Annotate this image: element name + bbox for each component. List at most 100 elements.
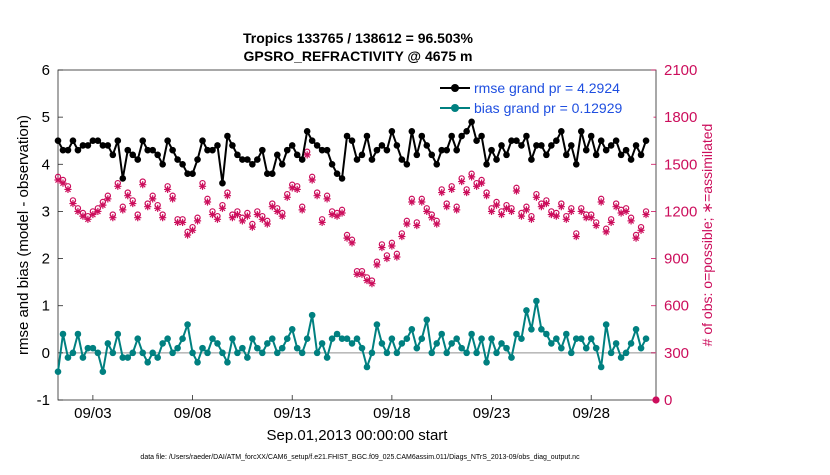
bias-point xyxy=(318,340,326,347)
obs-assimilated-point xyxy=(183,231,192,239)
obs-assimilated-point xyxy=(418,198,426,206)
obs-assimilated-point xyxy=(64,185,72,194)
bias-point xyxy=(348,340,356,347)
data-file-footer: data file: /Users/raeder/DAI/ATM_forcXX/… xyxy=(140,454,580,461)
bias-point xyxy=(298,349,306,357)
bias-point xyxy=(323,354,331,361)
obs-assimilated-point xyxy=(99,201,107,209)
bias-point xyxy=(433,340,441,347)
obs-assimilated-point xyxy=(238,217,246,225)
obs-assimilated-point xyxy=(243,212,251,220)
bias-point xyxy=(448,340,455,347)
obs-assimilated-point xyxy=(522,206,531,214)
bias-point xyxy=(79,354,87,361)
obs-assimilated-point xyxy=(388,242,396,250)
rmse-point xyxy=(632,142,640,149)
bias-point xyxy=(179,335,186,343)
rmse-point xyxy=(184,170,191,178)
obs-assimilated-point xyxy=(134,214,142,222)
bias-point xyxy=(498,340,505,347)
obs-assimilated-point xyxy=(348,239,356,247)
rmse-point xyxy=(79,142,87,149)
rmse-point xyxy=(607,142,615,149)
bias-point xyxy=(278,344,286,352)
bias-point xyxy=(234,349,241,357)
obs-assimilated-point xyxy=(323,195,331,203)
rmse-point xyxy=(264,170,271,178)
obs-assimilated-point xyxy=(139,181,147,189)
obs-assimilated-point xyxy=(154,204,162,212)
rmse-point xyxy=(328,160,336,168)
rmse-point xyxy=(498,142,505,149)
rmse-point xyxy=(119,175,127,182)
obs-assimilated-point xyxy=(542,199,550,208)
legend-bias-label: bias grand pr = 0.12929 xyxy=(474,100,622,116)
bias-point xyxy=(74,330,82,338)
bias-point xyxy=(398,340,406,347)
y-tick-label: -1 xyxy=(37,392,50,409)
rmse-point xyxy=(423,142,431,149)
bias-point xyxy=(189,349,196,357)
rmse-point xyxy=(543,151,550,159)
bias-point xyxy=(288,325,296,333)
rmse-point xyxy=(139,137,147,145)
rmse-point xyxy=(259,146,266,154)
obs-assimilated-point xyxy=(398,232,406,241)
bias-point xyxy=(169,349,176,357)
bias-point xyxy=(89,344,97,352)
obs-assimilated-point xyxy=(562,215,570,223)
obs-assimilated-point xyxy=(408,198,416,206)
rmse-point xyxy=(308,137,316,145)
obs-assimilated-point xyxy=(537,203,545,211)
rmse-point xyxy=(637,151,645,159)
bias-point xyxy=(273,349,281,357)
rmse-point xyxy=(582,146,590,154)
bias-point xyxy=(129,349,137,357)
obs-assimilated-point xyxy=(124,192,132,200)
bias-point xyxy=(478,335,485,343)
obs-assimilated-point xyxy=(572,232,580,241)
y-tick-label: 1 xyxy=(42,298,50,315)
rmse-point xyxy=(518,142,525,149)
rmse-point xyxy=(64,146,72,154)
bias-point xyxy=(149,349,156,357)
bias-point xyxy=(368,349,376,357)
obs-assimilated-point xyxy=(288,184,296,192)
obs-assimilated-point xyxy=(94,207,102,216)
obs-assimilated-point xyxy=(69,199,77,208)
rmse-point xyxy=(313,142,321,149)
obs-assimilated-point xyxy=(313,192,321,200)
rmse-point xyxy=(288,142,296,149)
bias-point xyxy=(418,335,426,343)
rmse-point xyxy=(109,151,117,159)
bias-point xyxy=(84,344,92,352)
rmse-point xyxy=(214,142,221,149)
bias-point xyxy=(303,335,311,343)
bias-point xyxy=(114,330,122,338)
obs-assimilated-point xyxy=(512,187,521,195)
legend-rmse-marker xyxy=(451,84,459,92)
rmse-point xyxy=(463,127,470,135)
bias-point xyxy=(214,340,221,347)
obs-assimilated-point xyxy=(144,203,152,211)
bias-point xyxy=(587,335,595,343)
bias-point xyxy=(438,330,446,338)
rmse-point xyxy=(418,132,426,140)
rmse-point xyxy=(244,156,251,163)
bias-point xyxy=(229,335,236,343)
obs-assimilated-point xyxy=(383,254,391,263)
obs-assimilated-point xyxy=(438,188,446,197)
obs-assimilated-point xyxy=(228,214,237,222)
obs-assimilated-point xyxy=(617,209,625,217)
y-axis-label: rmse and bias (model - observation) xyxy=(15,115,32,355)
y-tick-label: 6 xyxy=(42,62,50,79)
rmse-point xyxy=(189,170,196,178)
bias-point xyxy=(254,344,261,352)
rmse-point xyxy=(273,151,281,159)
bias-point xyxy=(99,368,107,376)
bias-point xyxy=(548,340,555,347)
bias-point xyxy=(403,335,411,343)
rmse-point xyxy=(169,146,176,154)
rmse-point xyxy=(89,137,97,145)
